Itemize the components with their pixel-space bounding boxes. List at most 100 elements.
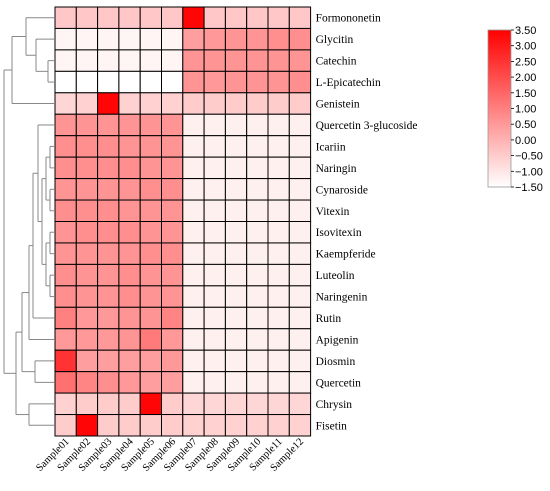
heatmap-cell xyxy=(75,92,99,115)
heatmap-cell xyxy=(139,70,162,94)
heatmap-cell xyxy=(267,113,290,137)
heatmap-cell xyxy=(75,178,99,201)
heatmap-cell xyxy=(139,156,162,180)
row-label: Icariin xyxy=(316,141,346,153)
heatmap-cell xyxy=(161,49,184,72)
heatmap-cell xyxy=(97,414,120,437)
heatmap-cell xyxy=(267,349,290,373)
heatmap-cell xyxy=(246,242,269,265)
heatmap-cell xyxy=(54,178,77,201)
heatmap-cell xyxy=(161,27,184,51)
heatmap-cell xyxy=(224,135,248,158)
heatmap-cell xyxy=(203,6,226,29)
heatmap-cell xyxy=(267,306,290,330)
heatmap-cell xyxy=(224,6,248,29)
row-label: Cynaroside xyxy=(316,184,368,196)
heatmap-cell xyxy=(118,178,141,201)
heatmap-cell xyxy=(75,27,99,51)
heatmap-cell xyxy=(182,414,205,437)
heatmap-cell xyxy=(246,328,269,351)
heatmap-cell xyxy=(267,328,290,351)
heatmap-cell xyxy=(118,156,141,180)
heatmap-cell xyxy=(161,371,184,394)
heatmap-cell xyxy=(246,199,269,223)
heatmap-cell xyxy=(118,49,141,72)
heatmap-cell xyxy=(288,414,312,437)
heatmap-cell xyxy=(54,135,77,158)
heatmap-cell xyxy=(288,263,312,287)
heatmap-cell xyxy=(97,285,120,308)
heatmap-cell xyxy=(161,135,184,158)
heatmap-cell xyxy=(139,371,162,394)
heatmap-cell xyxy=(139,113,162,137)
heatmap-cell xyxy=(267,92,290,115)
heatmap-cell xyxy=(203,263,226,287)
heatmap-cell xyxy=(75,392,99,416)
heatmap-cell xyxy=(75,156,99,180)
row-labels: Formononetin Glycitin Catechin L-Epicatechi… xyxy=(316,13,418,433)
heatmap-cell xyxy=(54,414,77,437)
heatmap-cell xyxy=(118,70,141,94)
heatmap-cell xyxy=(246,135,269,158)
heatmap-cell xyxy=(203,49,226,72)
heatmap-cell xyxy=(182,349,205,373)
heatmap-cell xyxy=(118,113,141,137)
heatmap-cell xyxy=(118,306,141,330)
row-label: Naringenin xyxy=(316,292,368,304)
row-label: Catechin xyxy=(316,56,357,68)
heatmap-cell xyxy=(246,113,269,137)
heatmap-cell xyxy=(75,49,99,72)
heatmap-cell xyxy=(97,242,120,265)
heatmap-cell xyxy=(139,285,162,308)
color-scale-tick-label: 2.50 xyxy=(515,56,536,68)
heatmap-cell xyxy=(97,92,120,115)
heatmap-cell xyxy=(203,92,226,115)
heatmap-cell xyxy=(246,156,269,180)
heatmap-cell xyxy=(267,285,290,308)
heatmap-cell xyxy=(75,135,99,158)
heatmap-cell xyxy=(161,92,184,115)
heatmap-cell xyxy=(267,156,290,180)
heatmap-cell xyxy=(224,328,248,351)
heatmap-cell xyxy=(203,27,226,51)
heatmap-cell xyxy=(288,70,312,94)
heatmap-cell xyxy=(267,178,290,201)
heatmap-cell xyxy=(118,392,141,416)
heatmap-cell xyxy=(224,414,248,437)
heatmap-cell xyxy=(97,178,120,201)
heatmap-cell xyxy=(288,349,312,373)
heatmap-cell xyxy=(75,328,99,351)
heatmap-cell xyxy=(246,392,269,416)
heatmap-cell xyxy=(54,49,77,72)
heatmap-cell xyxy=(224,221,248,244)
color-scale-tick-label: 1.50 xyxy=(515,88,536,100)
heatmap-cell xyxy=(54,6,77,29)
heatmap-cell xyxy=(246,6,269,29)
heatmap-cell xyxy=(267,6,290,29)
heatmap-cell xyxy=(267,49,290,72)
row-label: Luteolin xyxy=(316,270,355,282)
heatmap-cell xyxy=(54,199,77,223)
color-scale-bar xyxy=(487,29,512,188)
row-label: Kaempferide xyxy=(316,249,376,261)
heatmap-cell xyxy=(182,135,205,158)
heatmap-cell xyxy=(75,414,99,437)
heatmap-cell xyxy=(139,49,162,72)
heatmap-cell xyxy=(224,285,248,308)
heatmap-cell xyxy=(246,92,269,115)
heatmap-cell xyxy=(224,92,248,115)
row-label: Diosmin xyxy=(316,356,356,368)
heatmap-cell xyxy=(161,6,184,29)
heatmap-cell xyxy=(182,156,205,180)
color-scale-tick-label: 0.50 xyxy=(515,119,536,131)
heatmap-cell xyxy=(75,371,99,394)
heatmap-cell xyxy=(203,221,226,244)
heatmap-cell xyxy=(139,27,162,51)
heatmap-cell xyxy=(54,328,77,351)
heatmap-cell xyxy=(97,113,120,137)
heatmap-cell xyxy=(118,199,141,223)
heatmap-cell xyxy=(182,27,205,51)
heatmap-cell xyxy=(203,349,226,373)
heatmap-cell xyxy=(139,263,162,287)
